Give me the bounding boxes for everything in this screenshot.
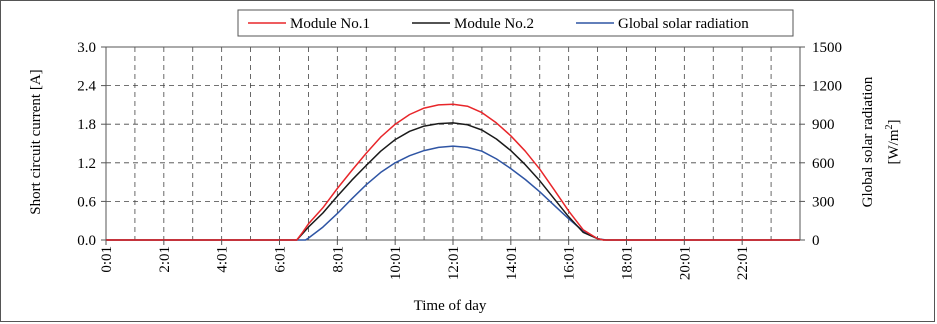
right-axis-unit: [W/m2] xyxy=(884,120,902,165)
right-tick-label: 1500 xyxy=(812,40,842,56)
x-axis-label: Time of day xyxy=(414,298,487,314)
right-axis-label: Global solar radiation xyxy=(860,76,876,207)
x-tick-label: 0:01 xyxy=(99,246,115,273)
grid-lines xyxy=(106,47,800,240)
x-tick-label: 20:01 xyxy=(677,246,693,280)
left-tick-label: 1.8 xyxy=(77,117,96,133)
x-tick-label: 14:01 xyxy=(504,246,520,280)
legend: Module No.1 Module No.2 Global solar rad… xyxy=(237,9,794,37)
x-tick-label: 6:01 xyxy=(273,246,289,273)
legend-box xyxy=(237,9,794,37)
x-tick-label: 8:01 xyxy=(330,246,346,273)
left-tick-label: 1.2 xyxy=(77,156,96,172)
x-tick-label: 4:01 xyxy=(215,246,231,273)
series-line-module-no-1 xyxy=(106,103,800,241)
x-tick-label: 22:01 xyxy=(735,246,751,280)
left-tick-label: 0.0 xyxy=(77,233,96,249)
left-tick-label: 0.6 xyxy=(77,194,96,210)
x-tick-label: 10:01 xyxy=(388,246,404,280)
legend-label-global-solar-radiation: Global solar radiation xyxy=(618,16,749,32)
x-tick-label: 18:01 xyxy=(620,246,636,280)
x-tick-label: 12:01 xyxy=(446,246,462,280)
legend-label-module-2: Module No.2 xyxy=(454,16,534,32)
right-tick-label: 300 xyxy=(812,194,835,210)
legend-label-module-1: Module No.1 xyxy=(290,16,370,32)
right-tick-label: 900 xyxy=(812,117,835,133)
series-line-global-solar-radiation xyxy=(106,145,800,241)
left-tick-label: 2.4 xyxy=(77,79,96,95)
series-lines xyxy=(106,103,800,241)
right-tick-label: 0 xyxy=(812,233,820,249)
left-tick-label: 3.0 xyxy=(77,40,96,56)
right-tick-label: 1200 xyxy=(812,79,842,95)
series-line-module-no-2 xyxy=(106,122,800,241)
x-tick-label: 16:01 xyxy=(562,246,578,280)
x-tick-label: 2:01 xyxy=(157,246,173,273)
left-axis-label: Short circuit current [A] xyxy=(28,69,44,214)
axis-ticks: 0.0 0.6 1.2 1.8 2.4 3.0 0 300 600 900 1200 1500 0:01… xyxy=(77,40,842,280)
right-tick-label: 600 xyxy=(812,156,835,172)
right-axis-unit-superscript: 2 xyxy=(884,125,895,130)
